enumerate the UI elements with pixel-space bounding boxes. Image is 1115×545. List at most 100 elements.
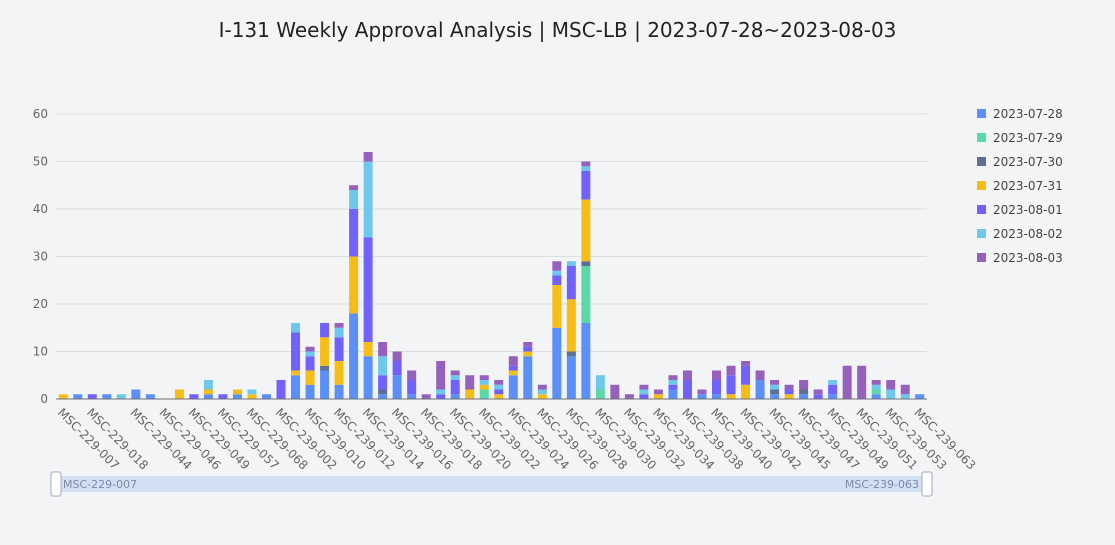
- bar-segment[interactable]: [363, 356, 373, 399]
- bar-segment[interactable]: [479, 384, 489, 390]
- bar-segment[interactable]: [363, 152, 373, 162]
- bar-segment[interactable]: [232, 389, 242, 395]
- bar-segment[interactable]: [291, 323, 301, 333]
- bar-segment[interactable]: [523, 351, 533, 357]
- bar-segment[interactable]: [799, 389, 809, 395]
- bar-segment[interactable]: [305, 351, 315, 357]
- bar-segment[interactable]: [494, 389, 504, 395]
- bar-segment[interactable]: [741, 365, 751, 385]
- legend-swatch[interactable]: [977, 229, 986, 238]
- bar-segment[interactable]: [813, 389, 823, 395]
- bar-segment[interactable]: [276, 380, 286, 399]
- bar-segment[interactable]: [291, 375, 301, 399]
- bar-segment[interactable]: [813, 394, 823, 399]
- bar-series[interactable]: [58, 152, 925, 400]
- bar-segment[interactable]: [552, 261, 562, 271]
- legend-swatch[interactable]: [977, 181, 986, 190]
- bar-segment[interactable]: [799, 394, 809, 399]
- bar-segment[interactable]: [668, 389, 678, 400]
- bar-segment[interactable]: [566, 266, 576, 300]
- legend-swatch[interactable]: [977, 253, 986, 262]
- bar-segment[interactable]: [682, 380, 692, 399]
- bar-segment[interactable]: [494, 394, 504, 399]
- bar-segment[interactable]: [247, 394, 257, 399]
- bar-segment[interactable]: [291, 332, 301, 371]
- bar-segment[interactable]: [334, 327, 344, 338]
- bar-segment[interactable]: [828, 394, 838, 399]
- bar-segment[interactable]: [58, 394, 68, 399]
- bar-segment[interactable]: [392, 351, 402, 362]
- bar-segment[interactable]: [349, 190, 359, 209]
- legend-item-label[interactable]: 2023-07-31: [993, 179, 1063, 193]
- bar-segment[interactable]: [436, 361, 446, 390]
- bar-segment[interactable]: [770, 389, 780, 395]
- bar-segment[interactable]: [508, 370, 518, 376]
- bar-segment[interactable]: [726, 375, 736, 395]
- bar-segment[interactable]: [900, 384, 910, 395]
- bar-segment[interactable]: [334, 384, 344, 399]
- bar-segment[interactable]: [363, 237, 373, 343]
- bar-segment[interactable]: [334, 361, 344, 385]
- bar-segment[interactable]: [537, 384, 547, 390]
- bar-segment[interactable]: [799, 380, 809, 390]
- bar-segment[interactable]: [523, 342, 533, 347]
- bar-segment[interactable]: [784, 384, 794, 390]
- bar-segment[interactable]: [537, 394, 547, 399]
- bar-segment[interactable]: [639, 394, 649, 399]
- bar-segment[interactable]: [537, 389, 547, 395]
- bar-segment[interactable]: [595, 375, 605, 390]
- bar-segment[interactable]: [349, 313, 359, 400]
- legend-item-label[interactable]: 2023-08-01: [993, 203, 1063, 217]
- bar-segment[interactable]: [900, 394, 910, 399]
- bar-segment[interactable]: [770, 384, 780, 390]
- bar-segment[interactable]: [450, 375, 460, 380]
- bar-segment[interactable]: [174, 389, 184, 400]
- bar-segment[interactable]: [886, 389, 896, 400]
- bar-segment[interactable]: [697, 389, 707, 395]
- bar-segment[interactable]: [624, 394, 634, 399]
- bar-segment[interactable]: [755, 380, 765, 399]
- bar-segment[interactable]: [363, 342, 373, 357]
- bar-segment[interactable]: [291, 370, 301, 376]
- bar-segment[interactable]: [131, 389, 141, 400]
- bar-segment[interactable]: [508, 365, 518, 371]
- bar-segment[interactable]: [639, 384, 649, 390]
- bar-segment[interactable]: [566, 299, 576, 352]
- bar-segment[interactable]: [712, 394, 722, 399]
- bar-segment[interactable]: [523, 346, 533, 352]
- legend-swatch[interactable]: [977, 205, 986, 214]
- legend-swatch[interactable]: [977, 133, 986, 142]
- bar-segment[interactable]: [784, 394, 794, 399]
- bar-segment[interactable]: [523, 356, 533, 399]
- bar-segment[interactable]: [741, 384, 751, 399]
- bar-segment[interactable]: [741, 361, 751, 366]
- bar-segment[interactable]: [305, 370, 315, 385]
- bar-segment[interactable]: [610, 384, 620, 399]
- bar-segment[interactable]: [668, 384, 678, 390]
- bar-segment[interactable]: [697, 394, 707, 399]
- bar-segment[interactable]: [581, 323, 591, 399]
- bar-segment[interactable]: [450, 380, 460, 395]
- bar-segment[interactable]: [581, 171, 591, 200]
- bar-segment[interactable]: [378, 356, 388, 376]
- legend-item-label[interactable]: 2023-08-02: [993, 227, 1063, 241]
- bar-segment[interactable]: [494, 384, 504, 390]
- bar-segment[interactable]: [668, 375, 678, 380]
- bar-segment[interactable]: [653, 394, 663, 399]
- legend-item-label[interactable]: 2023-07-30: [993, 155, 1063, 169]
- zoom-handle-right[interactable]: [921, 471, 933, 497]
- bar-segment[interactable]: [218, 394, 228, 399]
- bar-segment[interactable]: [842, 365, 852, 399]
- bar-segment[interactable]: [552, 285, 562, 328]
- bar-segment[interactable]: [682, 370, 692, 381]
- bar-segment[interactable]: [203, 394, 213, 399]
- bar-segment[interactable]: [189, 394, 199, 399]
- data-zoom-slider[interactable]: MSC-229-007 MSC-239-063: [50, 471, 933, 497]
- bar-segment[interactable]: [479, 380, 489, 385]
- bar-segment[interactable]: [653, 389, 663, 395]
- bar-segment[interactable]: [349, 185, 359, 190]
- bar-segment[interactable]: [566, 261, 576, 266]
- bar-segment[interactable]: [320, 365, 330, 371]
- bar-segment[interactable]: [407, 394, 417, 399]
- bar-segment[interactable]: [712, 380, 722, 395]
